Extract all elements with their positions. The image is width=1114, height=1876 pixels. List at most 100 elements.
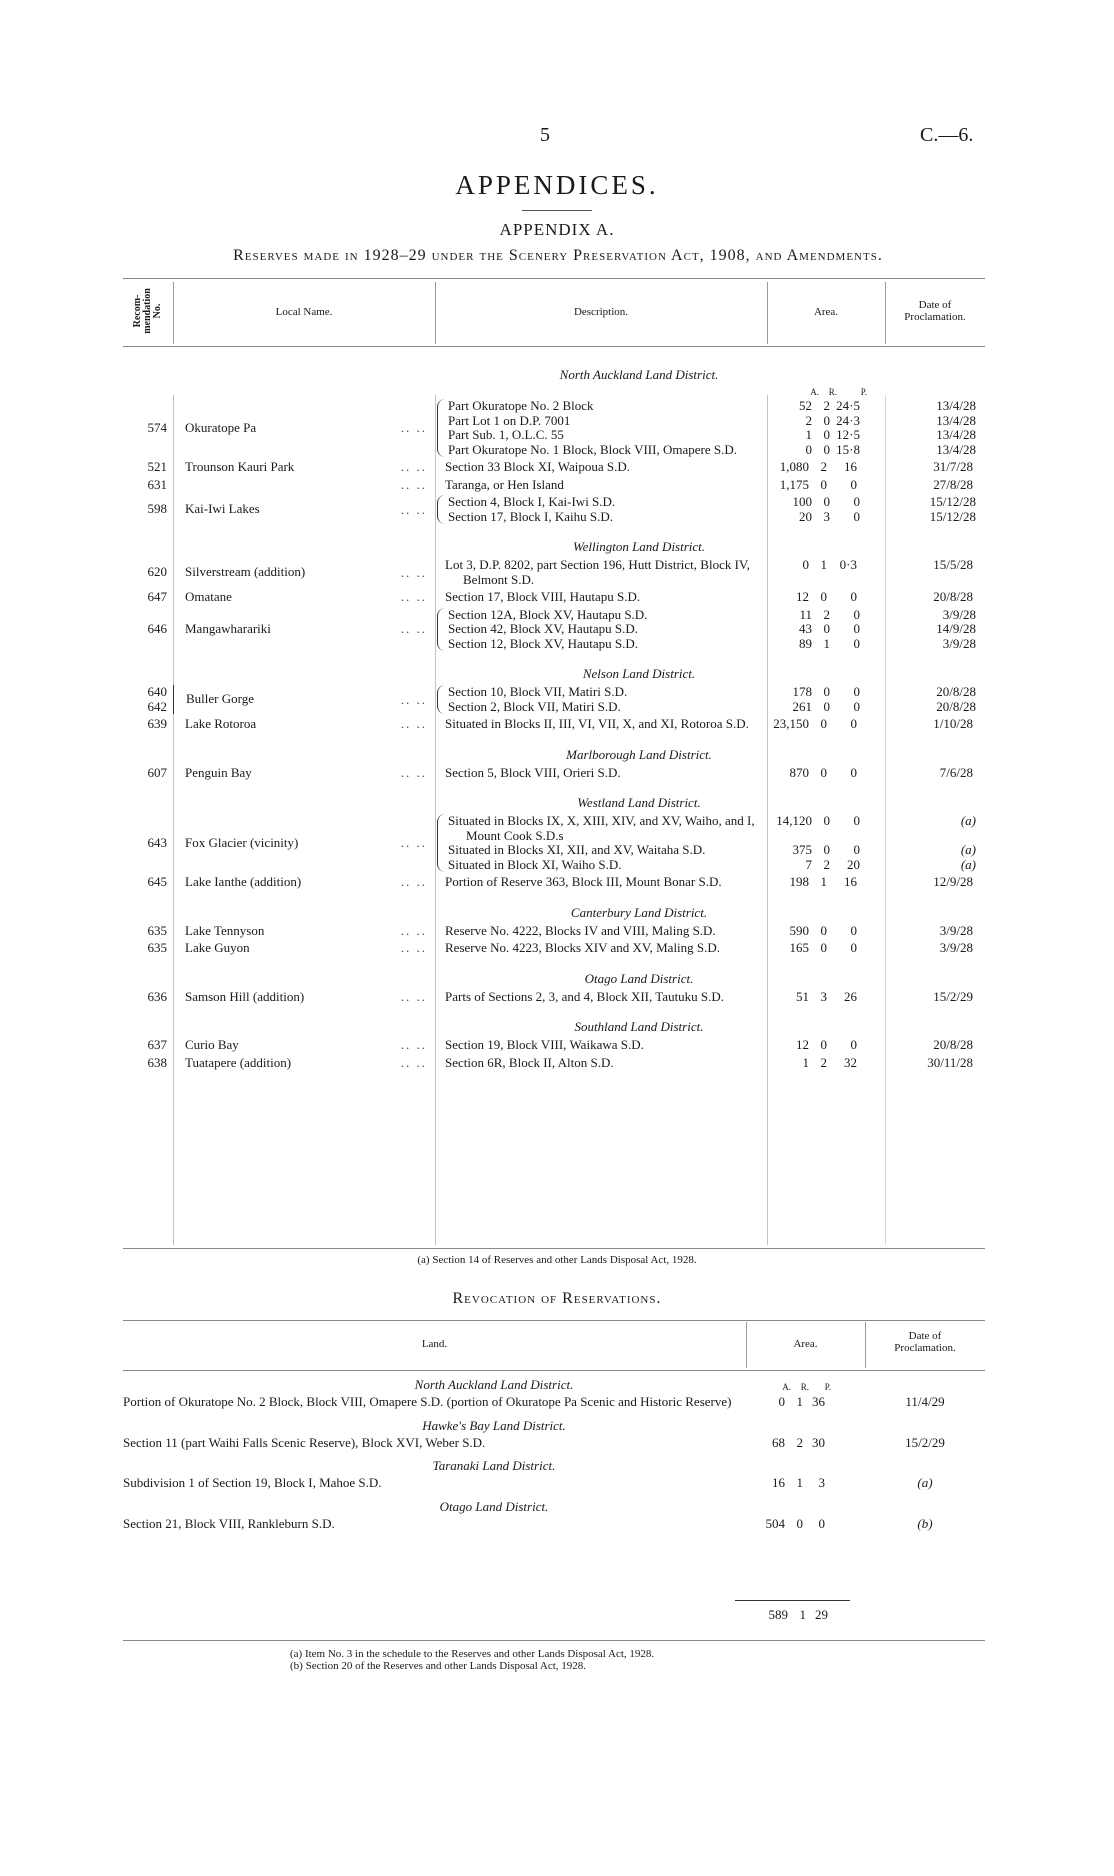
area-value: 52 2 24·5 xyxy=(760,398,878,414)
land-description: Subdivision 1 of Section 19, Block I, Ma… xyxy=(123,1475,382,1490)
header-area: Area. xyxy=(793,1338,818,1350)
local-name: Silverstream (addition) .. .. xyxy=(173,558,435,587)
footnote-a: (a) Item No. 3 in the schedule to the Re… xyxy=(290,1648,655,1660)
local-name: .. .. xyxy=(173,477,435,493)
local-name: Omatane .. .. xyxy=(173,589,435,605)
column-rule xyxy=(746,1322,747,1368)
local-name: Trounson Kauri Park .. .. xyxy=(173,459,435,475)
description: Lot 3, D.P. 8202, part Section 196, Hutt… xyxy=(435,557,757,587)
roods: 0 xyxy=(823,412,831,428)
local-name: Samson Hill (addition) .. .. xyxy=(173,989,435,1005)
total-area: 589 1 29 xyxy=(750,1607,868,1623)
proclamation-date: 3/9/28 xyxy=(939,922,973,938)
divider xyxy=(522,210,592,211)
area-units-row: A. R. P. xyxy=(753,1381,831,1394)
description-text: Section 19, Block VIII, Waikawa S.D. xyxy=(445,1037,644,1052)
perches: 20 xyxy=(847,856,860,872)
roods: 0 xyxy=(823,441,831,457)
area-value: 20 3 0 xyxy=(760,509,878,525)
land-description: Portion of Okuratope No. 2 Block, Block … xyxy=(123,1394,732,1409)
area-value: 870 0 0 xyxy=(757,764,875,781)
perches: 0 xyxy=(853,635,861,651)
district-heading: North Auckland Land District. xyxy=(414,1377,574,1392)
table-row: 521 Trounson Kauri Park .. .. Section 33 Bl… xyxy=(123,459,985,475)
recommendation-no: 635 xyxy=(123,940,173,956)
acres: 1 xyxy=(802,1054,810,1070)
perches: 0 xyxy=(853,698,861,714)
description-text: Part Okuratope No. 2 Block xyxy=(448,398,594,413)
leader-dots: .. .. xyxy=(400,834,427,850)
local-name: Mangawharariki .. .. xyxy=(173,608,435,652)
roods: 0 xyxy=(820,476,828,492)
recommendation-number: 635 xyxy=(147,922,168,938)
acres: 504 xyxy=(765,1515,786,1531)
description-line: Section 2, Block VII, Matiri S.D. 261 0 0 20… xyxy=(438,698,985,715)
unit-label: A. xyxy=(810,387,819,397)
leader-dots: .. .. xyxy=(400,764,427,780)
description-line: Section 6R, Block II, Alton S.D. 1 2 32 30/1… xyxy=(435,1054,985,1071)
area-value: 1,080 2 16 xyxy=(757,459,875,475)
description-text: Section 42, Block XV, Hautapu S.D. xyxy=(448,621,639,636)
description-group: Section 33 Block XI, Waipoua S.D. 1,080 2 1… xyxy=(435,459,985,475)
recommendation-number: 636 xyxy=(147,988,168,1004)
description: Section 12, Block XV, Hautapu S.D. xyxy=(438,636,760,652)
recommendation-number: 574 xyxy=(147,419,168,435)
description: Section 6R, Block II, Alton S.D. xyxy=(435,1055,757,1071)
recommendation-no: 607 xyxy=(123,765,173,781)
local-name-text: Fox Glacier (vicinity) xyxy=(185,834,299,850)
recommendation-no: 647 xyxy=(123,589,173,605)
column-rule xyxy=(435,282,436,344)
description-text: Section 10, Block VII, Matiri S.D. xyxy=(448,684,628,699)
acres: 16 xyxy=(772,1475,785,1490)
leader-dots: .. .. xyxy=(400,1054,427,1070)
description: Section 5, Block VIII, Orieri S.D. xyxy=(435,765,757,781)
description-group: Taranga, or Hen Island 1,175 0 0 27/8/28 xyxy=(435,476,985,493)
description-group: Section 6R, Block II, Alton S.D. 1 2 32 30/1… xyxy=(435,1054,985,1071)
description-text: Situated in Blocks XI, XII, and XV, Wait… xyxy=(448,842,706,857)
leader-dots: .. .. xyxy=(400,419,427,435)
description-line: Situated in Block XI, Waiho S.D. 7 2 20 (a) xyxy=(438,856,985,873)
acres: 89 xyxy=(799,635,812,651)
description-group: Section 5, Block VIII, Orieri S.D. 870 0 0 7… xyxy=(435,764,985,781)
perches: 0·3 xyxy=(839,557,857,572)
local-name-text: Kai-Iwi Lakes xyxy=(185,501,260,517)
table-row: 638 Tuatapere (addition) .. .. Section 6R, … xyxy=(123,1054,985,1071)
local-name-text: Okuratope Pa xyxy=(185,419,257,435)
description-line: Portion of Reserve 363, Block III, Mount… xyxy=(435,874,985,890)
area-value: 11 2 0 xyxy=(760,606,878,623)
column-rule xyxy=(173,395,174,1245)
description: Reserve No. 4222, Blocks IV and VIII, Ma… xyxy=(435,923,757,939)
roods: 0 xyxy=(820,764,828,780)
acres: 0 xyxy=(805,441,813,457)
perches: 24·3 xyxy=(836,412,860,428)
table-row: Portion of Okuratope No. 2 Block, Block … xyxy=(123,1394,985,1410)
proclamation-date: 11/4/29 xyxy=(905,1394,945,1409)
local-name-text: Buller Gorge xyxy=(186,691,254,707)
local-name: Tuatapere (addition) .. .. xyxy=(173,1054,435,1071)
description-line: Section 4, Block I, Kai-Iwi S.D. 100 0 0 15/… xyxy=(438,494,985,510)
description-text: Section 17, Block VIII, Hautapu S.D. xyxy=(445,589,641,604)
district-heading: North Auckland Land District. xyxy=(559,367,719,382)
table-row: 620 Silverstream (addition) .. .. Lot 3, D.… xyxy=(123,557,985,587)
district-heading: Marlborough Land District. xyxy=(566,746,712,762)
table-row: 635 Lake Tennyson .. .. Reserve No. 4222, B… xyxy=(123,922,985,939)
roods: 2 xyxy=(823,606,831,622)
area-value: 178 0 0 xyxy=(760,684,878,700)
description-line: Section 10, Block VII, Matiri S.D. 178 0 0 2… xyxy=(438,684,985,700)
description: Section 17, Block I, Kaihu S.D. xyxy=(438,509,760,525)
roods: 1 xyxy=(796,1475,804,1490)
revocation-table-body: A. R. P. North Auckland Land District. Porti… xyxy=(123,1375,985,1537)
roods: 0 xyxy=(820,922,828,938)
local-name-text: Lake Guyon xyxy=(185,940,250,955)
proclamation-date: (a) xyxy=(960,842,976,857)
description: Section 33 Block XI, Waipoua S.D. xyxy=(435,459,757,475)
description: Situated in Blocks XI, XII, and XV, Wait… xyxy=(438,842,760,858)
table-row: 646 Mangawharariki .. .. Section 12A, Block… xyxy=(123,606,985,652)
description-group: Parts of Sections 2, 3, and 4, Block XII… xyxy=(435,989,985,1005)
area-value: 89 1 0 xyxy=(760,635,878,652)
acres: 52 xyxy=(799,398,812,413)
local-name-text: Lake Tennyson xyxy=(185,922,265,938)
description-text: Part Sub. 1, O.L.C. 55 xyxy=(448,427,564,442)
description-text: Portion of Reserve 363, Block III, Mount… xyxy=(445,874,722,889)
proclamation-date: (b) xyxy=(917,1515,933,1531)
